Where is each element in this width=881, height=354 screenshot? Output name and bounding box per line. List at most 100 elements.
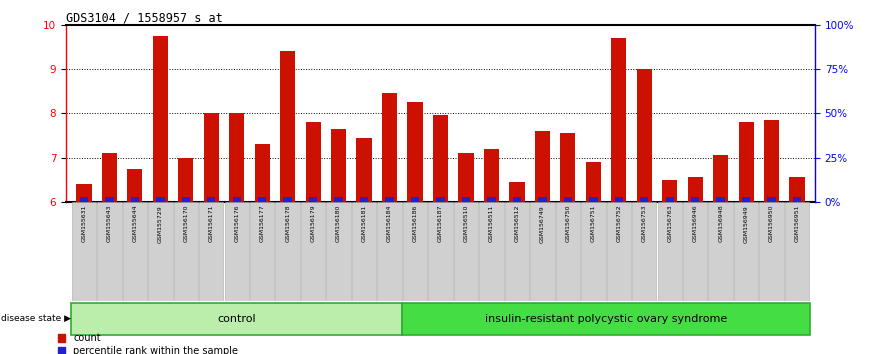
FancyBboxPatch shape	[454, 202, 478, 301]
Bar	[207, 198, 216, 202]
FancyBboxPatch shape	[556, 202, 580, 301]
Bar	[433, 115, 448, 202]
Bar	[538, 198, 546, 202]
FancyBboxPatch shape	[326, 202, 351, 301]
FancyBboxPatch shape	[148, 202, 173, 301]
FancyBboxPatch shape	[97, 202, 122, 301]
Text: GSM156180: GSM156180	[337, 205, 341, 242]
Legend: count, percentile rank within the sample: count, percentile rank within the sample	[58, 333, 238, 354]
Bar	[458, 153, 474, 202]
Bar	[716, 198, 725, 202]
Text: GSM156510: GSM156510	[463, 205, 469, 242]
Bar	[407, 102, 423, 202]
FancyBboxPatch shape	[174, 202, 198, 301]
FancyBboxPatch shape	[530, 202, 555, 301]
Bar	[152, 36, 168, 202]
Text: GSM156179: GSM156179	[311, 205, 315, 242]
Bar	[462, 198, 470, 202]
Text: insulin-resistant polycystic ovary syndrome: insulin-resistant polycystic ovary syndr…	[485, 314, 727, 324]
Text: GSM155643: GSM155643	[107, 205, 112, 242]
FancyBboxPatch shape	[428, 202, 453, 301]
Text: control: control	[218, 314, 256, 324]
Bar	[615, 198, 623, 202]
Bar	[637, 69, 652, 202]
Bar	[665, 198, 674, 202]
Bar	[255, 144, 270, 202]
FancyBboxPatch shape	[505, 202, 529, 301]
FancyBboxPatch shape	[632, 202, 656, 301]
Bar	[738, 122, 754, 202]
FancyBboxPatch shape	[225, 202, 249, 301]
Bar	[691, 198, 700, 202]
Bar	[130, 198, 139, 202]
FancyBboxPatch shape	[352, 202, 376, 301]
FancyBboxPatch shape	[734, 202, 759, 301]
Text: GDS3104 / 1558957_s_at: GDS3104 / 1558957_s_at	[66, 11, 223, 24]
Text: GSM156170: GSM156170	[183, 205, 189, 242]
Text: GSM156181: GSM156181	[361, 205, 366, 242]
FancyBboxPatch shape	[377, 202, 402, 301]
FancyBboxPatch shape	[301, 202, 325, 301]
Bar	[789, 177, 804, 202]
Text: disease state ▶: disease state ▶	[1, 314, 70, 323]
Bar	[233, 198, 241, 202]
Bar	[487, 198, 496, 202]
FancyBboxPatch shape	[199, 202, 224, 301]
FancyBboxPatch shape	[403, 202, 427, 301]
Bar	[436, 198, 445, 202]
Bar	[306, 122, 321, 202]
FancyBboxPatch shape	[785, 202, 810, 301]
Text: GSM155729: GSM155729	[158, 205, 163, 242]
Bar	[181, 198, 190, 202]
Bar	[713, 155, 729, 202]
Text: GSM156186: GSM156186	[412, 205, 418, 242]
Bar	[335, 198, 343, 202]
Text: GSM156187: GSM156187	[438, 205, 443, 242]
Bar	[687, 177, 703, 202]
Text: GSM156950: GSM156950	[769, 205, 774, 242]
Bar	[204, 113, 218, 202]
Bar	[280, 51, 295, 202]
Bar	[105, 198, 114, 202]
Bar	[178, 158, 194, 202]
Bar	[77, 184, 92, 202]
Bar	[640, 198, 648, 202]
Bar	[156, 198, 165, 202]
Bar	[764, 120, 780, 202]
Bar	[767, 198, 776, 202]
Bar	[513, 198, 522, 202]
FancyBboxPatch shape	[708, 202, 733, 301]
Bar	[411, 198, 419, 202]
Bar	[309, 198, 317, 202]
FancyBboxPatch shape	[403, 303, 810, 335]
FancyBboxPatch shape	[581, 202, 605, 301]
Bar	[586, 162, 601, 202]
Text: GSM156753: GSM156753	[641, 205, 647, 242]
Text: GSM156177: GSM156177	[260, 205, 264, 242]
FancyBboxPatch shape	[250, 202, 274, 301]
Bar	[611, 38, 626, 202]
FancyBboxPatch shape	[657, 202, 682, 301]
Text: GSM156176: GSM156176	[234, 205, 240, 242]
FancyBboxPatch shape	[759, 202, 784, 301]
Bar	[331, 129, 346, 202]
Bar	[385, 198, 394, 202]
FancyBboxPatch shape	[479, 202, 504, 301]
Bar	[79, 198, 88, 202]
Text: GSM156946: GSM156946	[692, 205, 698, 242]
Bar	[564, 198, 572, 202]
Bar	[535, 131, 550, 202]
Bar	[359, 198, 368, 202]
Text: GSM156178: GSM156178	[285, 205, 290, 242]
Bar	[484, 149, 499, 202]
Bar	[258, 198, 266, 202]
Text: GSM156171: GSM156171	[209, 205, 214, 242]
Text: GSM156949: GSM156949	[744, 205, 749, 242]
Bar	[284, 198, 292, 202]
Text: GSM155631: GSM155631	[81, 205, 86, 242]
Bar	[357, 138, 372, 202]
Text: GSM156750: GSM156750	[566, 205, 570, 242]
Text: GSM155644: GSM155644	[132, 205, 137, 242]
Bar	[589, 198, 597, 202]
Bar	[229, 113, 244, 202]
